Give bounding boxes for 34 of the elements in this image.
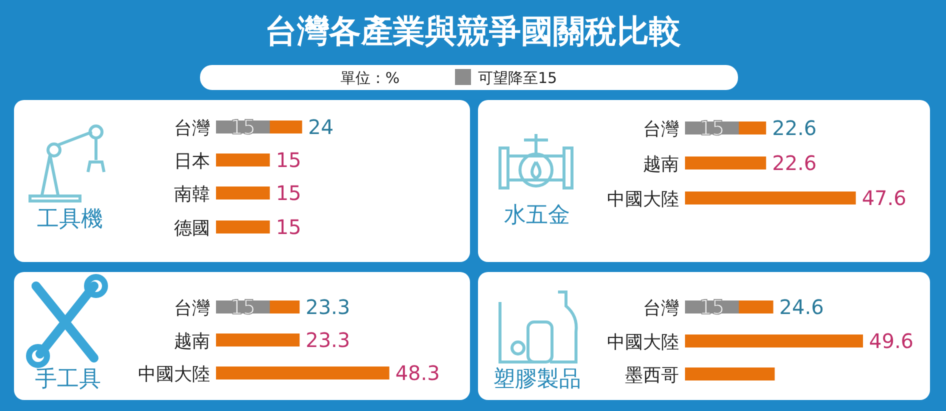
data-label: 49.6	[869, 329, 914, 353]
y-tick-label: 台灣	[174, 118, 210, 139]
y-tick-label: 墨西哥	[625, 365, 679, 386]
data-label: 23.3	[306, 295, 350, 319]
y-tick-label: 德國	[174, 218, 210, 239]
data-label: 48.3	[395, 361, 440, 385]
y-tick-label: 中國大陸	[138, 364, 210, 385]
y-tick-label: 越南	[174, 331, 210, 352]
data-label: 24.6	[779, 295, 824, 319]
y-tick-label: 台灣	[174, 298, 210, 319]
data-label: 22.6	[772, 116, 817, 140]
y-tick-label: 越南	[643, 154, 679, 175]
bar	[685, 334, 863, 348]
data-label: 22.6	[772, 151, 817, 175]
text: 單位：%	[340, 69, 400, 87]
text: 工具機	[37, 207, 103, 232]
text: 手工具	[35, 367, 101, 392]
y-tick-label: 日本	[174, 151, 210, 172]
text: 台灣各產業與競爭國關稅比較	[265, 12, 681, 50]
y-tick-label: 南韓	[174, 184, 210, 205]
text: 水五金	[504, 203, 570, 228]
data-label: 15	[276, 181, 302, 205]
y-tick-label: 台灣	[643, 298, 679, 319]
data-label: 23.3	[306, 328, 350, 352]
data-label: 15	[276, 148, 302, 172]
y-tick-label: 中國大陸	[607, 189, 679, 210]
text: 塑膠製品	[493, 367, 581, 392]
y-tick-label: 台灣	[643, 119, 679, 140]
bar	[685, 368, 775, 380]
data-label: 15	[276, 215, 302, 239]
text: 可望降至15	[478, 69, 558, 87]
y-tick-label: 中國大陸	[607, 332, 679, 353]
data-label: 24	[308, 115, 334, 139]
data-label: 47.6	[862, 186, 906, 210]
